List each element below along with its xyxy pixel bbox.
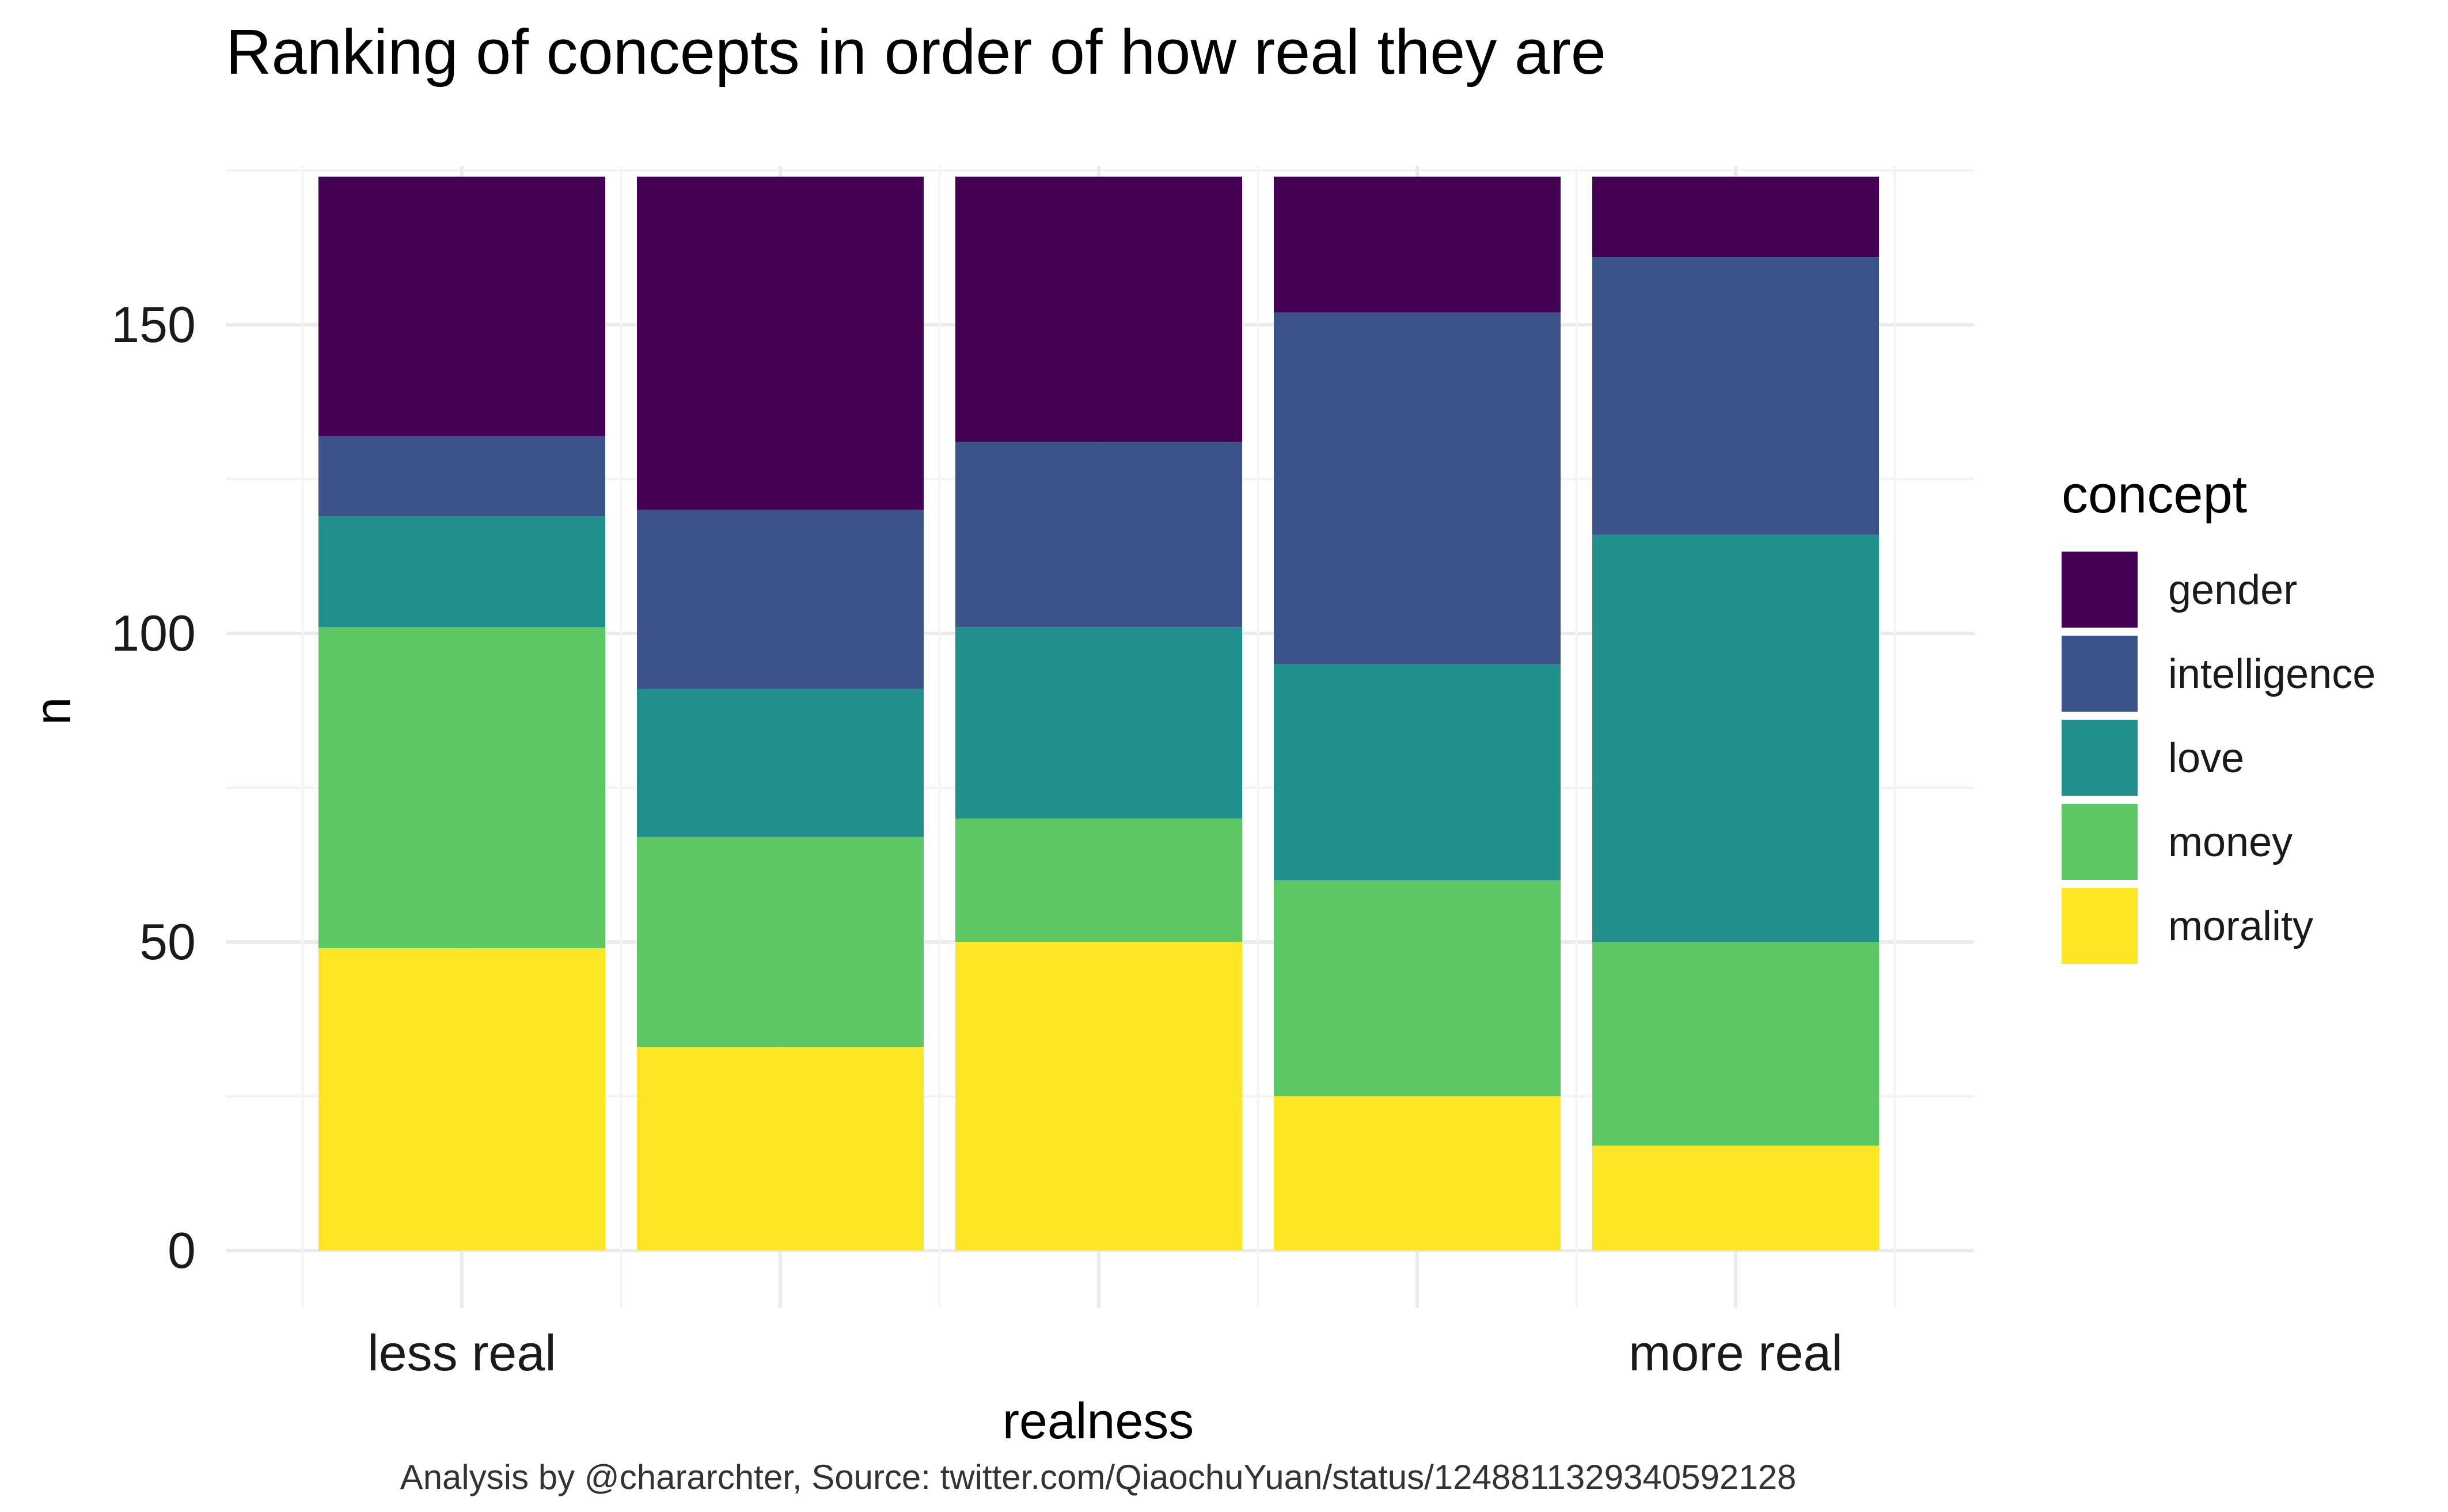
bar-money-3 <box>955 818 1242 942</box>
x-axis-title: realness <box>1003 1392 1194 1449</box>
bar-gender-2 <box>637 176 924 510</box>
y-axis-title: n <box>24 697 81 725</box>
bar-morality-1 <box>318 948 605 1251</box>
bar-gender-4 <box>1274 176 1561 313</box>
legend-key-money <box>2062 804 2138 880</box>
bar-love-3 <box>955 627 1242 819</box>
legend: concept gender intelligence love money moral… <box>2062 465 2375 964</box>
legend-key-love <box>2062 720 2138 796</box>
bar-love-2 <box>637 689 924 837</box>
bar-morality-2 <box>637 1047 924 1251</box>
bar-intelligence-1 <box>318 435 605 516</box>
legend-label-morality: morality <box>2168 903 2313 949</box>
bar-gender-5 <box>1592 176 1879 257</box>
bar-intelligence-3 <box>955 442 1242 628</box>
bar-money-1 <box>318 627 605 948</box>
bar-love-5 <box>1592 534 1879 942</box>
bar-intelligence-2 <box>637 510 924 689</box>
chart-caption: Analysis by @chararchter, Source: twitte… <box>400 1458 1797 1496</box>
bar-money-2 <box>637 837 924 1047</box>
x-tick-label: more real <box>1629 1324 1843 1381</box>
legend-label-money: money <box>2168 819 2293 865</box>
legend-label-love: love <box>2168 735 2244 781</box>
y-tick-label: 0 <box>168 1222 196 1279</box>
legend-label-intelligence: intelligence <box>2168 651 2375 697</box>
bars <box>318 176 1879 1251</box>
bar-intelligence-5 <box>1592 257 1879 535</box>
legend-key-gender <box>2062 552 2138 628</box>
bar-morality-4 <box>1274 1096 1561 1251</box>
legend-label-gender: gender <box>2168 567 2297 613</box>
bar-love-1 <box>318 516 605 628</box>
bar-gender-3 <box>955 176 1242 442</box>
bar-money-4 <box>1274 880 1561 1096</box>
legend-key-intelligence <box>2062 636 2138 712</box>
bar-morality-3 <box>955 942 1242 1251</box>
bar-money-5 <box>1592 942 1879 1146</box>
bar-gender-1 <box>318 176 605 436</box>
y-tick-label: 50 <box>139 913 196 970</box>
legend-key-morality <box>2062 888 2138 964</box>
chart-title: Ranking of concepts in order of how real… <box>226 17 1606 88</box>
legend-title: concept <box>2062 465 2247 524</box>
y-tick-label: 100 <box>111 605 196 662</box>
y-axis-ticks: 0 50 100 150 <box>111 296 196 1279</box>
x-tick-label: less real <box>367 1324 556 1381</box>
bar-morality-5 <box>1592 1145 1879 1251</box>
y-tick-label: 150 <box>111 296 196 353</box>
bar-intelligence-4 <box>1274 312 1561 664</box>
x-axis-ticks: less real more real <box>367 1324 1843 1381</box>
bar-love-4 <box>1274 664 1561 880</box>
